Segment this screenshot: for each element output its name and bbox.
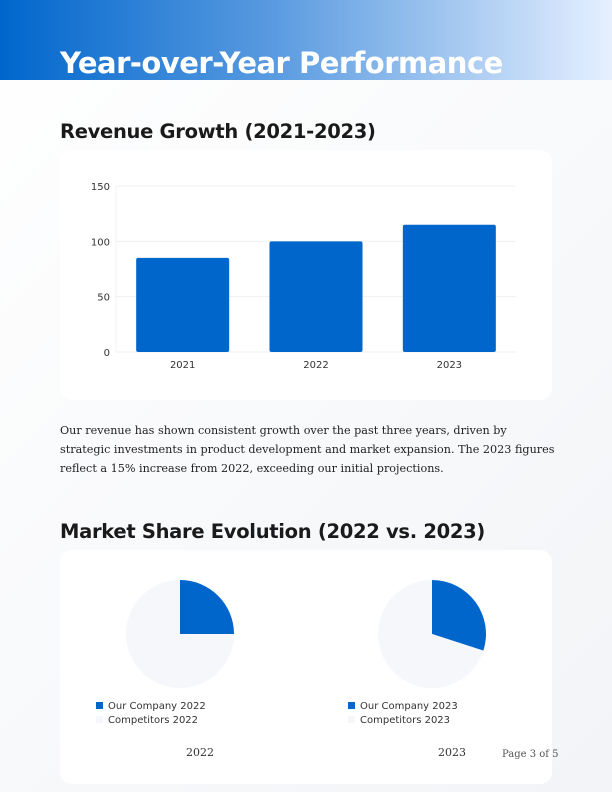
legend-swatch [96, 702, 103, 709]
legend-swatch [348, 716, 355, 723]
revenue-bar-chart: 0 50 100 150 2021 2022 2023 [91, 182, 516, 371]
bar-2023 [402, 224, 496, 352]
pie-slice-competitors-2023 [378, 580, 484, 688]
y-tick-label: 0 [104, 348, 110, 359]
revenue-paragraph: Our revenue has shown consistent growth … [60, 424, 555, 475]
y-tick-label: 150 [91, 182, 110, 193]
y-tick-label: 50 [97, 293, 110, 304]
legend-swatch [348, 702, 355, 709]
bar-2022 [269, 241, 363, 352]
legend-label: Competitors 2023 [360, 715, 450, 726]
legend-swatch [96, 716, 103, 723]
legend-label: Our Company 2022 [108, 701, 206, 712]
market-chart-card: Our Company 2022 Competitors 2022 2022 Our … [60, 550, 552, 784]
header-banner [0, 0, 612, 80]
y-tick-label: 100 [91, 237, 110, 248]
page-number: Page 3 of 5 [502, 749, 559, 760]
x-tick-label: 2021 [170, 360, 195, 371]
pie-title: 2023 [438, 746, 466, 759]
pie-slice-competitors-2022 [126, 580, 234, 688]
legend-label: Competitors 2022 [108, 715, 198, 726]
x-tick-label: 2023 [437, 360, 462, 371]
pie-slice-our-company-2023 [432, 580, 486, 651]
pie-slice-our-company-2022 [180, 580, 234, 634]
legend-label: Our Company 2023 [360, 701, 458, 712]
pie-title: 2022 [186, 746, 214, 759]
revenue-chart-card: 0 50 100 150 2021 2022 2023 [60, 150, 552, 400]
market-pie-charts: Our Company 2022 Competitors 2022 2022 Our … [96, 580, 486, 759]
market-heading: Market Share Evolution (2022 vs. 2023) [60, 520, 486, 543]
revenue-heading: Revenue Growth (2021-2023) [60, 120, 376, 143]
bar-2021 [136, 257, 230, 352]
page-title: Year-over-Year Performance [60, 46, 503, 80]
x-tick-label: 2022 [303, 360, 328, 371]
